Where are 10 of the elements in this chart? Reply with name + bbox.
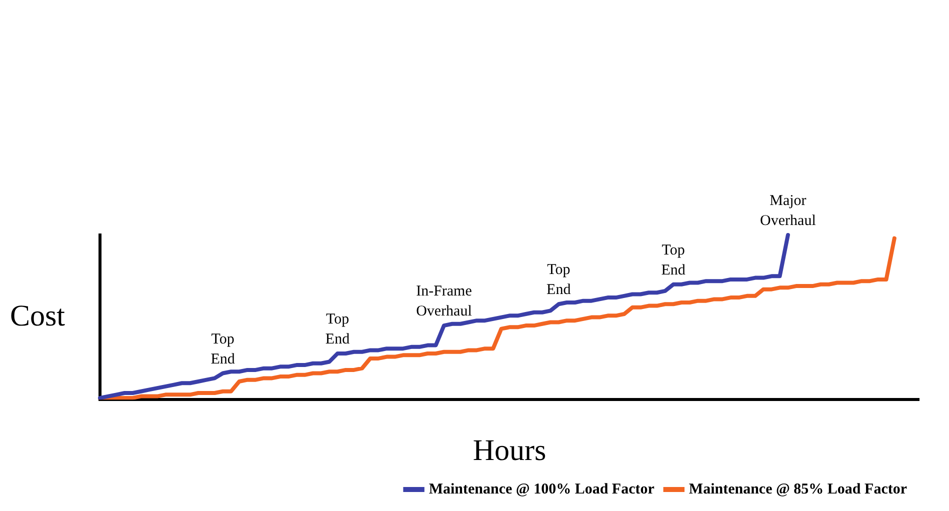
annotation: Top End [661, 242, 686, 278]
legend-label: Maintenance @ 85% Load Factor [688, 481, 908, 498]
annotation: Top End [546, 262, 572, 298]
y-axis-title: Cost [10, 300, 66, 333]
annotation: Major Overhaul [760, 193, 816, 229]
annotation: Top End [210, 331, 236, 368]
legend-label: Maintenance @ 100% Load Factor [428, 481, 655, 498]
annotation: Top End [325, 312, 350, 348]
x-axis-title: Hours [472, 434, 546, 467]
annotation: In-Frame Overhaul [416, 284, 472, 320]
